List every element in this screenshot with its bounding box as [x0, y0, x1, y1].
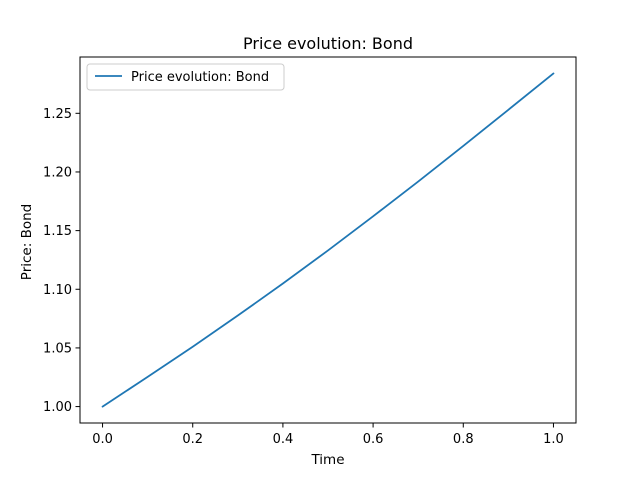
series-line-0 — [101, 72, 555, 408]
chart-title: Price evolution: Bond — [243, 34, 413, 53]
y-tick-label: 1.20 — [43, 165, 72, 180]
legend-box — [86, 63, 285, 91]
x-axis-label: Time — [310, 452, 344, 468]
y-tick-label: 1.10 — [43, 283, 72, 298]
y-axis-label: Price: Bond — [19, 204, 35, 280]
legend-label: Price evolution: Bond — [131, 70, 269, 85]
x-tick-label: 0.0 — [92, 432, 113, 447]
axes-frame — [79, 56, 577, 424]
x-tick-label: 0.8 — [453, 432, 474, 447]
x-tick-label: 0.4 — [273, 432, 294, 447]
y-tick-label: 1.15 — [43, 224, 72, 239]
x-tick-label: 0.2 — [182, 432, 203, 447]
y-tick-label: 1.05 — [43, 341, 72, 356]
y-tick-label: 1.25 — [43, 107, 72, 122]
x-tick-label: 0.6 — [363, 432, 384, 447]
plot-area: 0.0 0.2 0.4 0.6 0.8 1.0 1.00 1.05 1.10 1.15 1.20 1.… — [43, 56, 577, 447]
y-tick-label: 1.00 — [43, 400, 72, 415]
x-tick-label: 1.0 — [543, 432, 564, 447]
legend: Price evolution: Bond — [86, 63, 285, 91]
